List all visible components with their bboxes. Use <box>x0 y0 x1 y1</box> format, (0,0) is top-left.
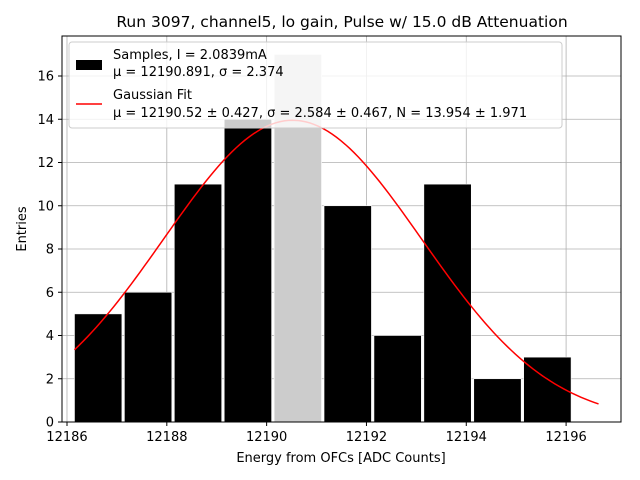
legend-histogram-stats: μ = 12190.891, σ = 2.374 <box>113 65 284 80</box>
axes-frame <box>61 35 622 423</box>
histogram-bar <box>74 313 123 423</box>
legend: Samples, I = 2.0839mA μ = 12190.891, σ =… <box>68 41 563 129</box>
histogram-bar <box>173 183 223 423</box>
histogram-bar <box>373 335 422 423</box>
legend-box <box>68 41 563 129</box>
legend-histogram-swatch <box>76 60 102 70</box>
y-tick-label: 14 <box>37 113 54 128</box>
gaussian-fit-line <box>73 119 599 405</box>
y-tick-label: 8 <box>46 243 54 258</box>
x-tick-label: 12190 <box>246 430 287 445</box>
histogram-bars <box>74 54 572 423</box>
x-tick-label: 12194 <box>446 430 487 445</box>
y-tick-label: 10 <box>37 199 54 214</box>
histogram-bar <box>124 291 173 423</box>
x-tick-label: 12196 <box>545 430 586 445</box>
x-axis-label: Energy from OFCs [ADC Counts] <box>236 451 445 466</box>
histogram-bar <box>323 205 372 423</box>
y-tick-label: 16 <box>37 70 54 85</box>
y-tick-label: 0 <box>46 416 54 431</box>
y-tick-label: 4 <box>46 329 54 344</box>
histogram-bar <box>223 118 272 423</box>
histogram-bar <box>473 378 522 423</box>
y-tick-label: 2 <box>46 372 54 387</box>
chart-title: Run 3097, channel5, lo gain, Pulse w/ 15… <box>116 13 567 31</box>
y-tick-label: 12 <box>37 156 54 171</box>
legend-fit-stats: μ = 12190.52 ± 0.427, σ = 2.584 ± 0.467,… <box>113 106 527 121</box>
x-tick-label: 12192 <box>346 430 387 445</box>
fit-curve-layer <box>73 119 599 405</box>
legend-fit-label: Gaussian Fit <box>113 88 192 103</box>
legend-histogram-label: Samples, I = 2.0839mA <box>113 48 267 63</box>
x-tick-label: 12186 <box>46 430 87 445</box>
histogram-bar <box>423 183 472 423</box>
x-tick-label: 12188 <box>146 430 187 445</box>
y-axis-label: Entries <box>15 206 30 252</box>
y-tick-label: 6 <box>46 286 54 301</box>
ticks: 12186 12188 12190 12192 12194 12196 0 2 4 6 8 10 12 1… <box>37 70 586 445</box>
